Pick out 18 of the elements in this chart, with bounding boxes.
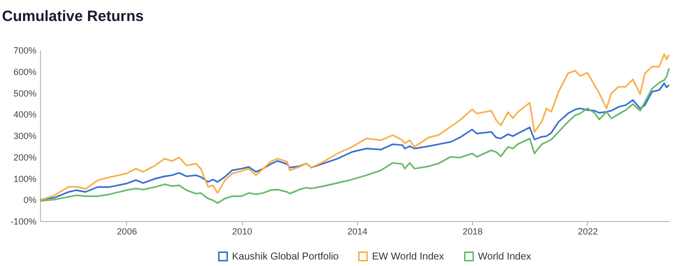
x-tick-label: 2022 <box>578 226 598 236</box>
y-tick-label: 0% <box>23 195 36 206</box>
y-tick-label: 600% <box>13 66 36 77</box>
legend-label: Kaushik Global Portfolio <box>232 251 340 262</box>
x-tick-label: 2010 <box>232 226 252 236</box>
y-tick-label: 300% <box>13 131 36 141</box>
legend-label: EW World Index <box>372 251 444 262</box>
x-tick-label: 2018 <box>462 226 483 236</box>
x-tick-label: 2014 <box>347 226 368 236</box>
y-tick-label: 500% <box>13 88 36 98</box>
chart-title: Cumulative Returns <box>2 8 144 25</box>
x-tick-label: 2006 <box>116 226 137 236</box>
y-tick-label: 400% <box>13 110 36 120</box>
y-tick-label: 100% <box>13 174 36 184</box>
legend-label: World Index <box>478 251 532 262</box>
y-tick-label: 200% <box>13 152 36 162</box>
y-tick-label: 700% <box>13 46 36 56</box>
y-tick-label: -100% <box>10 216 36 226</box>
